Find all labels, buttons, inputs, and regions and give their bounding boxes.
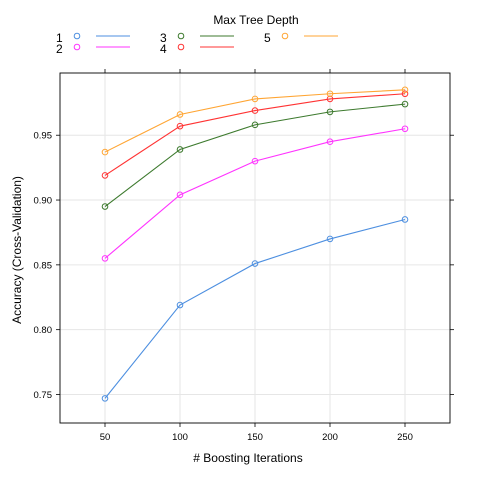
x-tick-label: 100 [172, 432, 188, 443]
legend-entry-2: 2 [56, 42, 130, 56]
series-line-3 [104, 103, 406, 207]
data-point-2 [251, 157, 259, 165]
data-point-5 [326, 90, 334, 98]
legend-marker [177, 32, 185, 40]
legend-entry-1: 1 [56, 31, 130, 45]
series-1 [101, 216, 409, 402]
data-point-3 [251, 121, 259, 129]
data-point-5 [251, 95, 259, 103]
data-point-2 [401, 125, 409, 133]
legend: 12 34 5 [56, 31, 338, 56]
data-point-2 [101, 255, 109, 262]
series-line-2 [104, 128, 406, 259]
y-axis-label: Accuracy (Cross-Validation) [10, 176, 24, 324]
legend-marker [73, 32, 81, 40]
y-tick-label: 0.95 [34, 131, 53, 142]
x-tick-label: 250 [397, 432, 413, 443]
series-line-4 [104, 93, 406, 176]
series-line-5 [104, 89, 406, 153]
legend-entry-3: 3 [160, 31, 234, 45]
series-3 [101, 100, 409, 210]
y-tick-label: 0.75 [34, 390, 53, 401]
legend-label: 1 [56, 31, 63, 45]
y-tick-label: 0.80 [34, 325, 53, 336]
legend-marker [73, 43, 81, 51]
legend-label: 3 [160, 31, 167, 45]
legend-marker [281, 32, 289, 40]
data-point-1 [101, 395, 109, 402]
series-line-1 [104, 218, 406, 399]
x-axis-label: # Boosting Iterations [193, 451, 302, 465]
x-tick-label: 200 [322, 432, 338, 443]
legend-marker [177, 43, 185, 51]
axis-ticks: 50 100 150 200 250 0.75 0.80 0.85 0.90 0.95 [34, 69, 454, 443]
y-tick-label: 0.90 [34, 196, 53, 207]
data-point-4 [401, 90, 409, 98]
y-tick-label: 0.85 [34, 260, 53, 271]
data-point-2 [176, 191, 184, 199]
data-point-5 [176, 111, 184, 118]
data-point-4 [101, 172, 109, 179]
data-point-5 [101, 148, 109, 156]
legend-label: 5 [264, 31, 271, 45]
x-tick-label: 50 [100, 432, 111, 443]
data-point-3 [176, 146, 184, 153]
legend-label: 2 [56, 42, 63, 56]
data-point-3 [101, 203, 109, 210]
series-2 [101, 125, 409, 262]
legend-label: 4 [160, 42, 167, 56]
data-point-5 [401, 86, 409, 94]
legend-entry-5: 5 [264, 31, 338, 45]
x-tick-label: 150 [247, 432, 263, 443]
legend-title: Max Tree Depth [213, 13, 298, 27]
legend-entry-4: 4 [160, 42, 234, 56]
data-point-1 [176, 301, 184, 309]
data-point-4 [176, 122, 184, 130]
series-5 [101, 86, 409, 156]
series-group [101, 86, 409, 402]
data-point-1 [251, 260, 259, 267]
data-point-4 [251, 107, 259, 114]
data-point-3 [326, 108, 334, 116]
data-point-3 [401, 100, 409, 108]
data-point-1 [401, 216, 409, 223]
data-point-2 [326, 138, 334, 146]
data-point-1 [326, 235, 334, 243]
